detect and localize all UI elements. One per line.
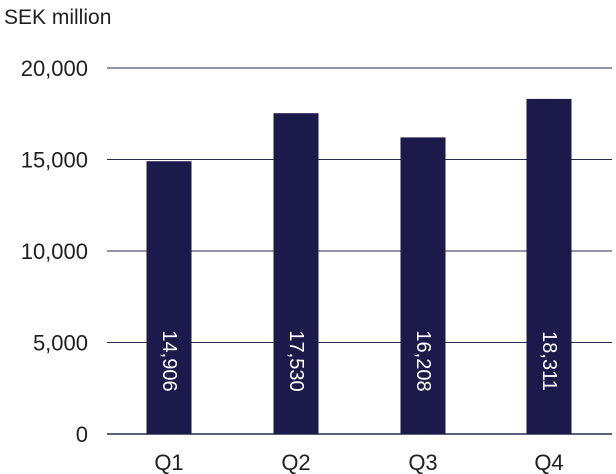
y-tick-label: 0: [76, 422, 88, 447]
x-tick-label: Q1: [154, 450, 183, 474]
x-tick-label: Q4: [534, 450, 563, 474]
y-tick-label: 10,000: [21, 239, 88, 264]
bar-data-label: 16,208: [412, 330, 434, 391]
y-axis-ticks: 0 5,000 10,000 15,000 20,000: [21, 56, 88, 447]
bar-q1: [146, 161, 192, 434]
bars: 14,906 17,530 16,208 18,311: [146, 98, 572, 435]
bar-q2: [273, 113, 319, 435]
bar-data-label: 14,906: [158, 330, 180, 391]
x-tick-label: Q3: [408, 450, 437, 474]
bar-data-label: 17,530: [285, 330, 307, 391]
y-tick-label: 15,000: [21, 148, 88, 173]
y-tick-label: 5,000: [33, 331, 88, 356]
y-axis-unit-label: SEK million: [4, 6, 111, 29]
bar-q4: [526, 98, 572, 435]
bar-data-label: 18,311: [538, 331, 560, 391]
x-axis-ticks: Q1 Q2 Q3 Q4: [154, 450, 563, 474]
x-tick-label: Q2: [281, 450, 310, 474]
bar-q3: [400, 137, 446, 434]
y-tick-label: 20,000: [21, 56, 88, 81]
